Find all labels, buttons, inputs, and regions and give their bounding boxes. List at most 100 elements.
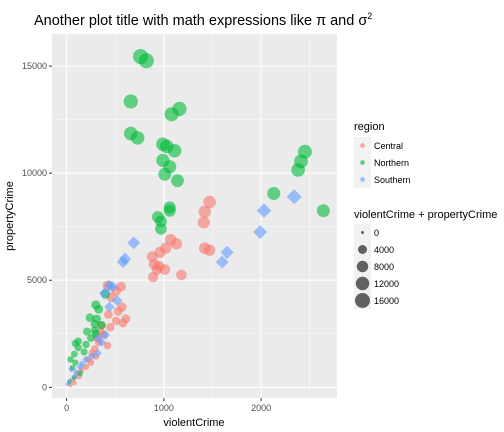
data-point-southern — [100, 330, 111, 340]
data-point-northern — [167, 143, 182, 158]
data-point-northern — [130, 131, 145, 145]
data-point-northern — [90, 319, 99, 329]
data-point-southern — [215, 255, 229, 269]
data-point-central — [72, 380, 77, 386]
data-point-central — [197, 216, 210, 229]
data-point-central — [87, 359, 95, 366]
data-point-northern — [155, 223, 167, 235]
data-point-northern — [316, 204, 330, 218]
legend-key-southern — [359, 176, 366, 183]
legend-region: region Central Northern Southern — [354, 121, 411, 188]
y-tick-label: 15000 — [22, 61, 47, 71]
y-axis: 0 5000 10000 15000 — [22, 61, 52, 392]
legend-size: violentCrime + propertyCrime 0 4000 8000 12… — [354, 209, 497, 309]
data-point-central — [198, 205, 211, 218]
x-axis-label: violentCrime — [163, 417, 224, 429]
data-point-central — [203, 195, 216, 209]
x-axis: 0 1000 2000 — [64, 398, 271, 413]
data-point-southern — [220, 245, 234, 259]
y-tick-label: 10000 — [22, 168, 47, 178]
grid-major — [52, 34, 337, 398]
data-point-northern — [67, 356, 74, 363]
data-point-northern — [291, 163, 305, 177]
data-point-southern — [116, 255, 130, 269]
data-point-northern — [163, 204, 176, 217]
data-point-central — [170, 238, 183, 250]
x-tick-label: 2000 — [251, 403, 271, 413]
data-point-northern — [80, 348, 88, 356]
x-tick-label: 1000 — [154, 403, 174, 413]
legend-size-key — [355, 293, 370, 308]
data-point-southern — [93, 348, 102, 358]
data-point-southern — [87, 352, 96, 361]
y-tick-label: 0 — [42, 382, 47, 392]
chart-title-text: Another plot title with math expressions… — [34, 13, 367, 29]
data-point-northern — [164, 107, 179, 122]
data-point-central — [159, 264, 171, 275]
legend-region-title: region — [354, 121, 385, 133]
data-point-southern — [256, 203, 272, 218]
legend-size-label: 16000 — [374, 296, 399, 306]
legend-size-label: 12000 — [374, 279, 399, 289]
data-point-southern — [253, 225, 268, 240]
chart-title-superscript: 2 — [367, 11, 372, 21]
data-point-northern — [138, 53, 154, 69]
y-tick-label: 5000 — [27, 275, 47, 285]
data-point-northern — [72, 359, 79, 366]
legend-label-southern: Southern — [374, 175, 411, 185]
data-point-central — [111, 316, 121, 326]
data-point-southern — [65, 381, 70, 387]
data-point-northern — [85, 313, 95, 323]
data-point-central — [113, 306, 123, 316]
legend-size-label: 8000 — [374, 262, 394, 272]
data-point-northern — [83, 327, 92, 336]
data-point-northern — [97, 320, 106, 330]
legend-size-key — [361, 231, 364, 234]
data-point-northern — [158, 167, 172, 181]
chart-title: Another plot title with math expressions… — [34, 11, 372, 29]
data-point-central — [118, 318, 128, 328]
data-point-southern — [104, 301, 115, 313]
data-point-southern — [97, 337, 107, 347]
data-point-northern — [87, 334, 95, 342]
data-point-southern — [286, 189, 302, 205]
legend-size-key — [356, 260, 369, 273]
x-tick-label: 0 — [64, 403, 69, 413]
data-point-central — [106, 323, 115, 332]
legend-key-northern — [360, 160, 365, 165]
data-point-northern — [94, 304, 104, 314]
data-point-central — [103, 341, 112, 350]
data-point-northern — [171, 174, 184, 188]
plot-panel — [52, 34, 337, 398]
data-point-central — [147, 271, 159, 283]
data-point-southern — [111, 295, 123, 306]
data-point-northern — [123, 94, 138, 109]
data-point-northern — [82, 340, 90, 349]
data-point-southern — [127, 236, 141, 250]
data-point-northern — [267, 187, 281, 201]
data-point-northern — [74, 344, 82, 352]
legend-key-central — [360, 143, 365, 148]
legend-size-key — [358, 245, 367, 254]
data-point-central — [82, 363, 90, 371]
data-point-southern — [76, 363, 84, 371]
legend-label-northern: Northern — [374, 158, 409, 168]
data-point-southern — [82, 355, 90, 364]
data-point-southern — [71, 373, 78, 380]
legend-size-title: violentCrime + propertyCrime — [354, 209, 497, 221]
data-point-northern — [70, 350, 78, 358]
data-points — [65, 48, 330, 388]
data-point-central — [203, 244, 216, 256]
data-point-southern — [78, 360, 86, 368]
data-point-southern — [68, 365, 75, 373]
legend-size-label: 0 — [374, 228, 379, 238]
data-point-central — [176, 269, 187, 281]
legend-size-key — [355, 276, 370, 291]
data-point-southern — [106, 281, 118, 293]
data-point-southern — [99, 287, 111, 299]
y-axis-label: propertyCrime — [4, 181, 16, 251]
data-point-central — [103, 310, 113, 319]
legend-size-label: 4000 — [374, 245, 394, 255]
legend-label-central: Central — [374, 141, 403, 151]
